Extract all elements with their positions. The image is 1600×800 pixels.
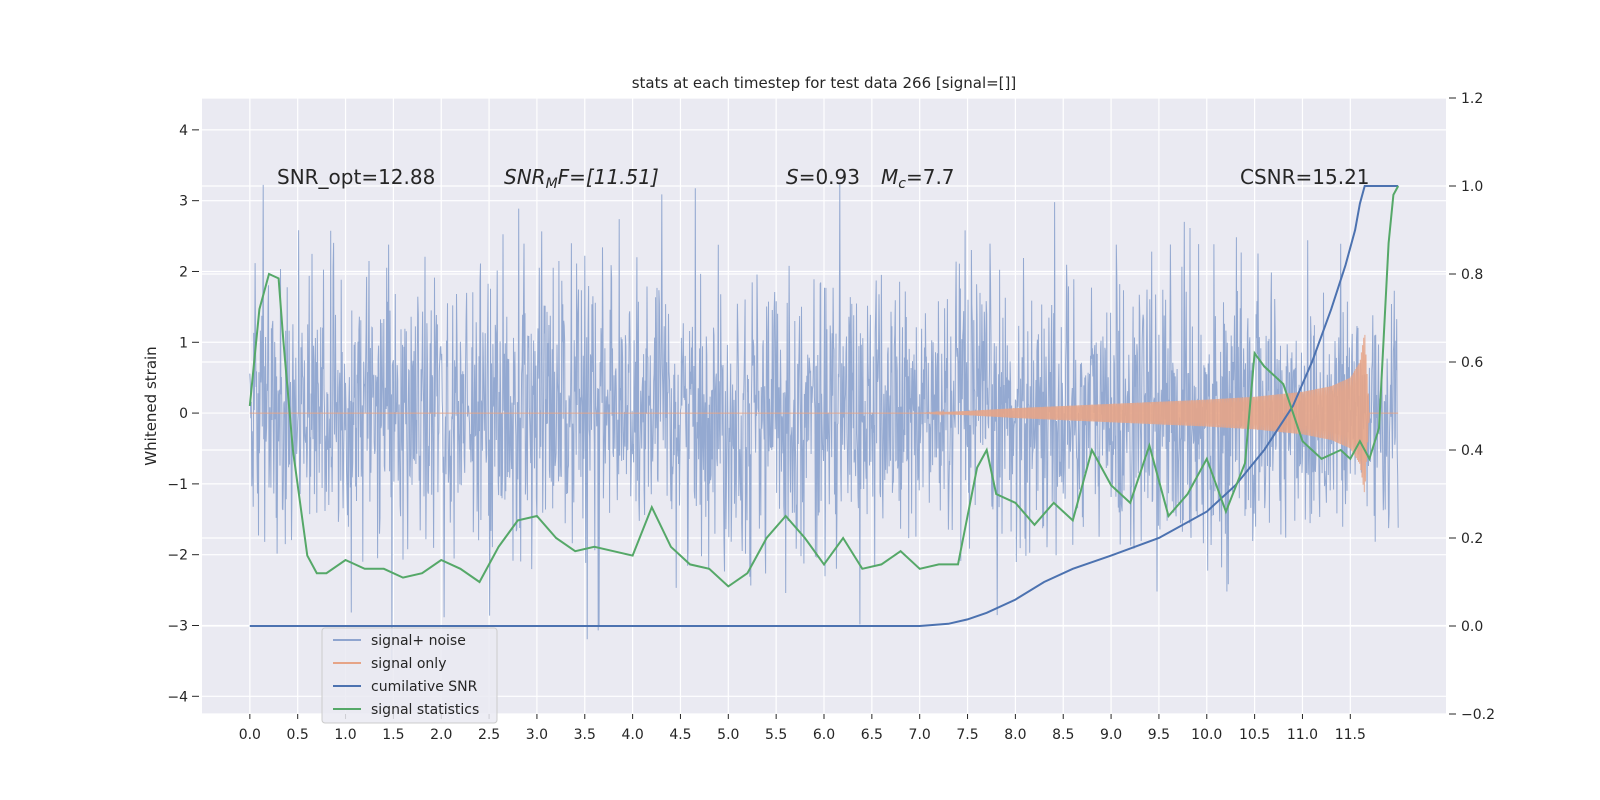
series-layer [248,184,1400,667]
x-tick-label: 8.5 [1052,727,1074,743]
legend-frame [321,627,498,724]
y2-tick-label: 0.2 [1461,531,1483,547]
y2-tick-label: 0.8 [1461,267,1483,283]
x-tick-label: 5.5 [765,727,787,743]
legend-label-signal-noise: signal+ noise [371,633,466,649]
y-tick-label: 1 [179,335,188,351]
axes: 0.0 0.5 1.0 1.5 2.0 2.5 3.0 3.5 4.0 4.5 5.0 5.5 6.0 6… [167,91,1495,743]
series-cumulative-snr [249,185,1399,627]
x-tick-label: 5.0 [717,727,739,743]
x-tick-label: 1.0 [334,727,356,743]
x-tick-label: 2.0 [430,727,452,743]
x-tick-label: 4.0 [621,727,643,743]
legend-label-signal-only: signal only [371,656,446,672]
x-tick-label: 11.5 [1335,727,1366,743]
x-tick-label: 7.0 [909,727,931,743]
y-tick-label: 4 [179,123,188,139]
y2-tick-label: 0.0 [1461,619,1483,635]
series-signal-noise [249,184,1399,667]
x-tick-label: 10.0 [1191,727,1222,743]
y2-tick-label: 1.0 [1461,179,1483,195]
x-tick-label: 6.0 [813,727,835,743]
annotation-chirp-mass: Mc=7.7 [881,165,955,192]
x-tick-label: 8.0 [1004,727,1026,743]
y-axis-label: Whitened strain [142,346,160,465]
y-tick-label: 3 [179,194,188,210]
annotation-csnr: CSNR=15.21 [1240,165,1370,189]
y-tick-label: −2 [167,548,188,564]
x-tick-label: 9.5 [1148,727,1170,743]
y-tick-label: −1 [167,477,188,493]
x-tick-label: 0.5 [287,727,309,743]
y2-tick-label: 1.2 [1461,91,1483,107]
x-tick-label: 2.5 [478,727,500,743]
series-signal-only [249,334,1399,493]
annotation-overlap: S=0.93 [786,165,860,189]
y2-tick-label: −0.2 [1461,707,1495,723]
y2-tick-label: 0.6 [1461,355,1483,371]
y-tick-label: 0 [179,406,188,422]
chart-title: stats at each timestep for test data 266… [632,74,1017,92]
x-tick-label: 11.0 [1287,727,1318,743]
x-tick-label: 0.0 [239,727,261,743]
x-tick-label: 3.5 [574,727,596,743]
y-tick-label: −4 [167,689,188,705]
annotation-snr-opt: SNR_opt=12.88 [277,165,435,189]
x-tick-label: 6.5 [861,727,883,743]
x-tick-label: 4.5 [669,727,691,743]
y-tick-label: −3 [167,618,188,634]
x-tick-label: 1.5 [382,727,404,743]
y2-tick-label: 0.4 [1461,443,1483,459]
series-signal-statistics [248,185,1400,588]
legend-label-cumulative-snr: cumilative SNR [371,679,478,695]
x-tick-label: 10.5 [1239,727,1270,743]
y-tick-label: 2 [179,264,188,280]
x-tick-label: 9.0 [1100,727,1122,743]
x-tick-label: 3.0 [526,727,548,743]
legend: signal+ noise signal only cumilative SNR… [321,627,498,724]
x-tick-label: 7.5 [956,727,978,743]
annotation-snr-mf: SNRMF=[11.51] [504,165,659,192]
legend-label-signal-statistics: signal statistics [371,702,479,718]
